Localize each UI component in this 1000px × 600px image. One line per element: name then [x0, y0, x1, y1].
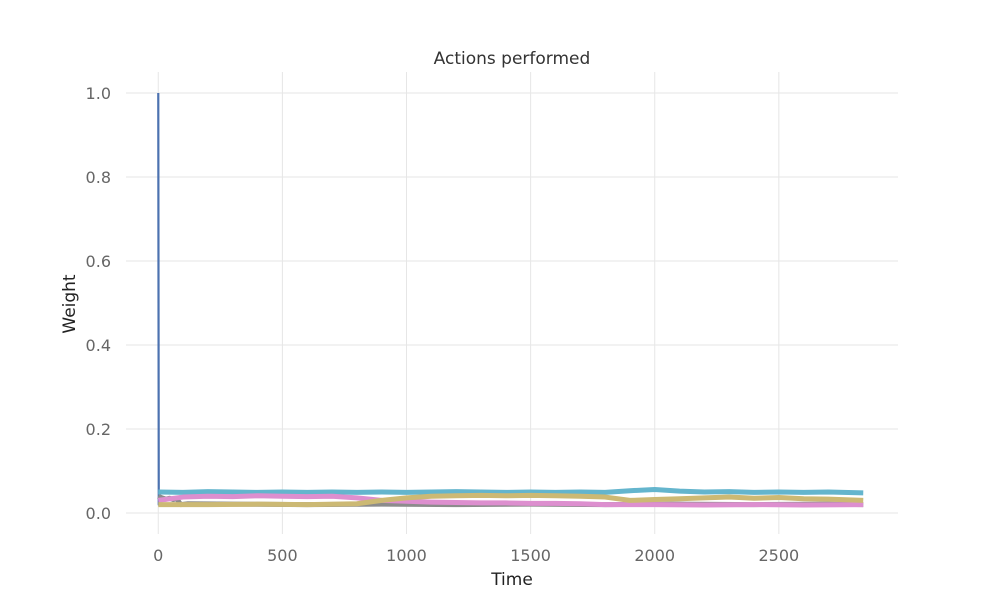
- grid-layer: [126, 72, 898, 534]
- y-tick-label: 0.8: [86, 168, 111, 187]
- x-tick-label: 1500: [510, 546, 551, 565]
- y-tick-label: 0.6: [86, 252, 111, 271]
- series-layer: [157, 92, 864, 508]
- y-tick-label: 0.0: [86, 504, 111, 523]
- x-tick-label: 2500: [758, 546, 799, 565]
- y-axis-label: Weight: [60, 274, 80, 334]
- x-tick-label: 1000: [386, 546, 427, 565]
- y-tick-label: 0.4: [86, 336, 111, 355]
- x-tick-label: 0: [153, 546, 163, 565]
- series-line-1: [157, 92, 161, 506]
- series-line-3: [158, 486, 864, 496]
- tick-layer: 0 500 1000 1500 2000 2500 0.0 0.2 0.4 0.6 0.8 1.0: [86, 84, 800, 565]
- x-axis-label: Time: [490, 570, 533, 590]
- y-tick-label: 1.0: [86, 84, 111, 103]
- series-line-5: [158, 492, 864, 508]
- chart-title: Actions performed: [434, 49, 591, 69]
- x-tick-label: 2000: [634, 546, 675, 565]
- y-tick-label: 0.2: [86, 420, 111, 439]
- x-tick-label: 500: [267, 546, 298, 565]
- series-line-4: [157, 493, 864, 508]
